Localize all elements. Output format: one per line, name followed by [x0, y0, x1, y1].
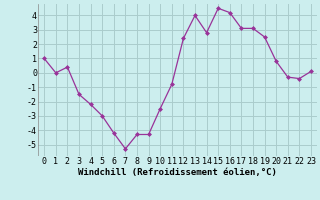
X-axis label: Windchill (Refroidissement éolien,°C): Windchill (Refroidissement éolien,°C): [78, 168, 277, 177]
